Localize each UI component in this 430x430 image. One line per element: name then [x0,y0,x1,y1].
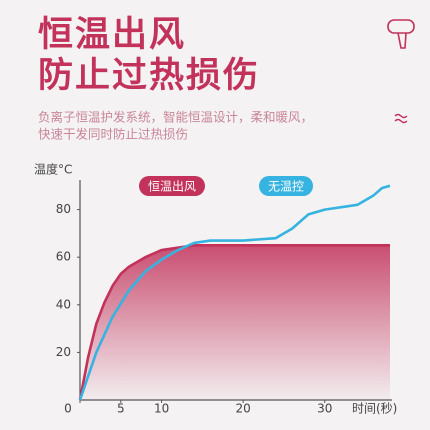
y-tick-label: 60 [56,250,71,264]
x-axis-label: 时间(秒) [352,402,397,416]
legend-label: 无温控 [268,180,304,194]
x-tick-label: 20 [236,402,251,416]
y-tick-label: 20 [56,345,71,359]
x-tick-label: 30 [317,402,332,416]
y-tick-label: 80 [56,202,71,216]
x-tick-label: 5 [117,402,125,416]
description: 负离子恒温护发系统，智能恒温设计，柔和暖风， [38,110,313,125]
legend-label: 恒温出风 [148,180,196,194]
description: 快速干发同时防止过热损伤 [38,127,188,142]
dryer-icon [387,19,415,49]
x-tick-label: 10 [154,402,169,416]
wave-icon [394,113,408,124]
y-axis-label: 温度°C [34,162,72,177]
area [80,245,390,400]
title: 防止过热损伤 [38,56,260,96]
line [78,244,390,401]
legend-pill [139,176,205,196]
legend-pill [259,176,313,196]
y-tick-label: 40 [56,297,71,311]
title: 恒温出风 [38,15,186,55]
line [78,184,391,401]
x-tick-label: 0 [64,402,72,416]
